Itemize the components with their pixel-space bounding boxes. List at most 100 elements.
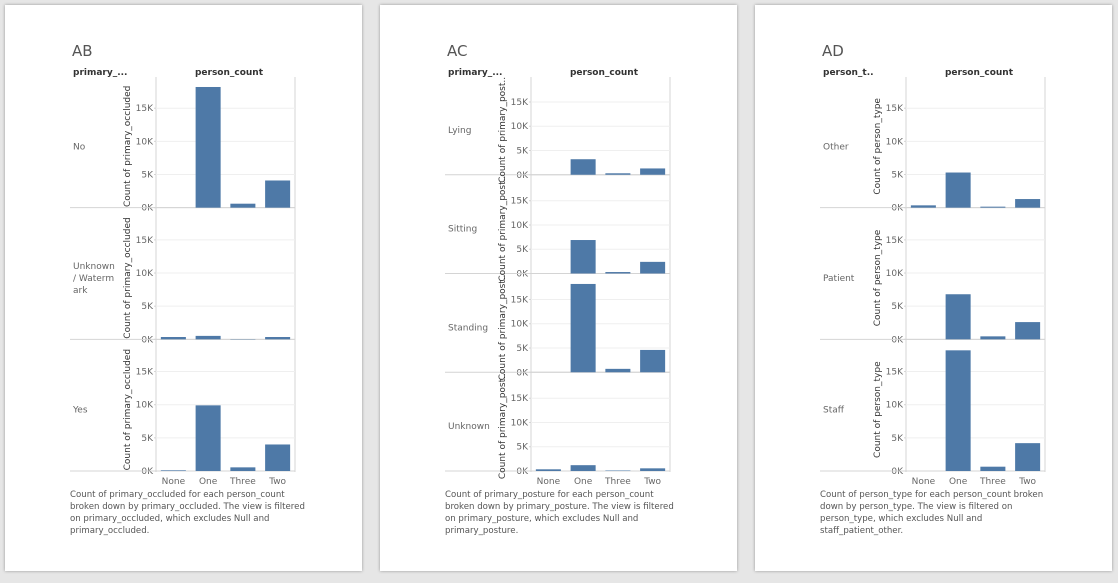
y-tick-label: 15K	[511, 295, 529, 305]
y-tick-label: 5K	[516, 146, 529, 156]
y-tick-label: 10K	[136, 401, 154, 411]
bar	[640, 349, 666, 373]
bar	[230, 467, 256, 471]
y-axis-title: Count of person_type	[873, 98, 883, 195]
bar	[265, 180, 291, 208]
bar-chart: 0K 5K 10K 15K Lying Count of primary_post.. 0K…	[445, 77, 671, 487]
y-tick-label: 0K	[891, 335, 904, 345]
y-tick-label: 10K	[886, 401, 904, 411]
y-tick-label: 10K	[136, 269, 154, 279]
facet-label: Other	[823, 142, 849, 152]
row-field-header[interactable]: primary_...	[73, 68, 128, 78]
x-tick-label: One	[574, 477, 593, 487]
y-tick-label: 15K	[136, 368, 154, 378]
caption-line: on primary_posture, which excludes Null …	[445, 514, 639, 524]
facet-label: Sitting	[448, 225, 477, 235]
y-tick-label: 10K	[886, 137, 904, 147]
x-tick-label: Two	[268, 477, 286, 487]
x-tick-label: Three	[229, 477, 256, 487]
chart-page-ac: AC primary_... person_count 0K 5K 10K 15K Ly…	[380, 5, 737, 571]
y-tick-label: 0K	[891, 467, 904, 477]
y-axis-title: Count of primary_post..	[498, 176, 508, 282]
y-tick-label: 10K	[511, 320, 529, 330]
y-axis-title: Count of primary_post..	[498, 274, 508, 380]
chart-caption: Count of primary_occluded for each perso…	[70, 489, 320, 537]
bar	[265, 444, 291, 471]
chart-title: AD	[822, 42, 844, 60]
y-tick-label: 15K	[136, 236, 154, 246]
facet-label: / Waterm	[73, 274, 114, 284]
bar	[980, 336, 1006, 340]
y-tick-label: 0K	[141, 335, 154, 345]
x-tick-label: Two	[1018, 477, 1036, 487]
bar	[640, 261, 666, 274]
row-field-header[interactable]: person_t..	[823, 68, 874, 78]
x-tick-label: Two	[643, 477, 661, 487]
caption-line: Count of primary_posture for each person…	[445, 490, 654, 500]
chart-page-ab: AB primary_... person_count 0K 5K 10K 15K No…	[5, 5, 362, 571]
y-tick-label: 10K	[511, 221, 529, 231]
y-tick-label: 15K	[511, 197, 529, 207]
caption-line: staff_patient_other.	[820, 526, 904, 536]
y-tick-label: 0K	[141, 204, 154, 214]
column-field-header[interactable]: person_count	[194, 68, 264, 78]
chart-title: AC	[447, 42, 468, 60]
bar	[640, 168, 666, 175]
caption-line: Count of person_type for each person_cou…	[820, 490, 1044, 500]
bar	[910, 205, 936, 208]
bar	[570, 159, 596, 175]
bar	[1015, 322, 1041, 340]
bar	[640, 468, 666, 471]
y-tick-label: 15K	[511, 98, 529, 108]
y-tick-label: 5K	[516, 443, 529, 453]
chart-caption: Count of person_type for each person_cou…	[820, 489, 1070, 537]
column-field-header[interactable]: person_count	[944, 68, 1014, 78]
facet-label: Yes	[72, 406, 88, 416]
facet-label: Standing	[448, 323, 488, 333]
y-axis-title: Count of primary_post..	[498, 77, 508, 183]
y-axis-title: Count of primary_post..	[498, 373, 508, 479]
y-axis-title: Count of primary_occluded	[123, 217, 133, 338]
bar	[980, 206, 1006, 208]
bar	[160, 337, 186, 340]
bar	[195, 86, 221, 208]
column-field-header[interactable]: person_count	[569, 68, 639, 78]
chart-title: AB	[72, 42, 93, 60]
bar	[265, 337, 291, 340]
row-field-header[interactable]: primary_...	[448, 68, 503, 78]
caption-line: on primary_occluded, which excludes Null…	[70, 514, 270, 524]
x-tick-label: Three	[604, 477, 631, 487]
bar	[195, 335, 221, 340]
facet-label: No	[73, 142, 86, 152]
facet-label: ark	[73, 286, 88, 296]
facet-label: Unknown	[73, 262, 115, 272]
y-tick-label: 5K	[891, 434, 904, 444]
bar	[1015, 199, 1041, 208]
x-tick-label: None	[912, 477, 936, 487]
caption-line: broken down by primary_posture. The view…	[445, 502, 674, 512]
bar	[535, 469, 561, 471]
facet-label: Lying	[448, 126, 471, 136]
bar	[195, 405, 221, 471]
bar	[570, 283, 596, 373]
bar	[605, 173, 631, 175]
y-tick-label: 0K	[516, 171, 529, 181]
y-tick-label: 15K	[886, 368, 904, 378]
x-tick-label: None	[537, 477, 561, 487]
bar	[945, 350, 971, 471]
facet-label: Staff	[823, 406, 845, 416]
y-tick-label: 15K	[886, 104, 904, 114]
chart-page-ad: AD person_t.. person_count 0K 5K 10K 15K Oth…	[755, 5, 1112, 571]
facet-label: Unknown	[448, 422, 490, 432]
bar	[605, 272, 631, 274]
y-axis-title: Count of person_type	[873, 361, 883, 458]
bar	[230, 203, 256, 208]
chart-caption: Count of primary_posture for each person…	[445, 489, 695, 537]
y-tick-label: 0K	[516, 270, 529, 280]
y-tick-label: 5K	[141, 302, 154, 312]
y-tick-label: 10K	[511, 122, 529, 132]
y-axis-title: Count of primary_occluded	[123, 86, 133, 207]
y-tick-label: 5K	[516, 245, 529, 255]
y-tick-label: 15K	[511, 394, 529, 404]
bar	[570, 465, 596, 471]
